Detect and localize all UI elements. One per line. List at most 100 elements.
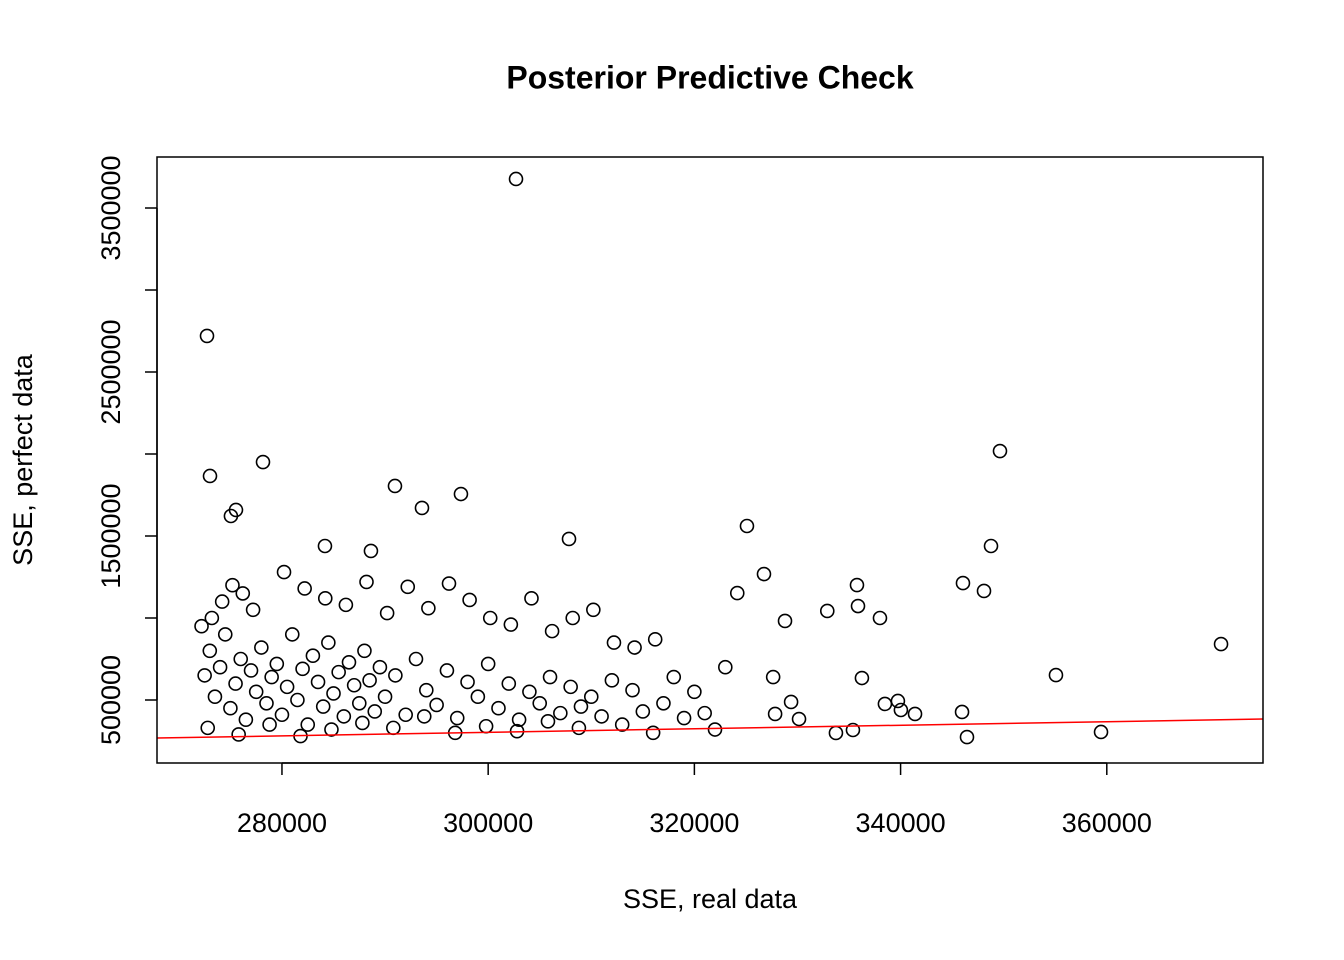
point xyxy=(540,714,556,729)
point xyxy=(791,711,807,727)
point xyxy=(676,710,692,726)
point xyxy=(687,684,702,700)
point xyxy=(849,577,865,593)
point xyxy=(524,591,539,606)
point xyxy=(645,725,661,741)
point xyxy=(326,686,341,701)
plot-area xyxy=(156,171,1264,745)
point xyxy=(297,581,312,596)
point xyxy=(890,693,906,709)
point xyxy=(522,684,537,700)
point xyxy=(233,651,249,667)
point xyxy=(202,468,218,484)
point xyxy=(460,674,475,690)
point xyxy=(254,640,269,655)
point xyxy=(300,717,316,732)
point xyxy=(583,689,599,705)
point xyxy=(346,677,362,693)
point xyxy=(214,594,230,609)
point xyxy=(647,632,663,647)
point xyxy=(429,697,444,713)
point xyxy=(336,709,352,724)
point xyxy=(372,659,388,675)
point xyxy=(729,585,745,601)
x-tick-label: 300000 xyxy=(443,808,533,838)
point xyxy=(197,668,212,683)
point xyxy=(305,648,321,664)
point xyxy=(511,712,527,727)
point xyxy=(245,602,261,618)
point xyxy=(959,729,975,745)
point xyxy=(777,613,793,629)
point xyxy=(586,602,601,618)
x-tick-label: 360000 xyxy=(1062,808,1152,838)
point xyxy=(338,597,354,613)
point xyxy=(416,709,432,724)
point xyxy=(571,720,587,736)
point xyxy=(765,669,781,685)
point xyxy=(718,659,733,675)
point xyxy=(262,717,277,732)
point xyxy=(542,669,558,685)
point xyxy=(274,707,290,723)
point xyxy=(419,682,434,698)
point xyxy=(561,531,577,547)
point xyxy=(532,695,548,711)
point xyxy=(707,722,723,737)
point xyxy=(231,727,246,742)
point xyxy=(235,586,251,601)
point xyxy=(819,603,835,619)
point xyxy=(627,640,642,655)
point xyxy=(1048,667,1064,683)
point xyxy=(357,643,372,659)
point xyxy=(470,689,486,705)
point xyxy=(1213,636,1229,652)
point xyxy=(441,576,457,591)
point xyxy=(1093,724,1109,740)
y-axis-label: SSE, perfect data xyxy=(8,353,38,566)
point xyxy=(501,676,517,691)
point xyxy=(217,627,233,642)
point xyxy=(310,674,326,690)
point xyxy=(228,676,243,691)
point xyxy=(756,566,772,582)
point xyxy=(351,695,367,711)
point xyxy=(388,668,403,683)
point xyxy=(243,663,259,678)
point xyxy=(635,704,651,719)
point xyxy=(983,538,999,554)
point xyxy=(400,579,416,595)
point xyxy=(739,518,755,534)
point xyxy=(290,692,305,708)
point xyxy=(207,689,223,705)
point xyxy=(269,656,285,672)
point xyxy=(553,705,568,721)
point xyxy=(563,679,578,695)
point xyxy=(462,592,477,608)
point xyxy=(893,702,909,718)
point xyxy=(194,618,209,634)
point xyxy=(544,623,560,639)
point xyxy=(656,695,671,711)
point xyxy=(321,635,336,650)
x-tick-label: 340000 xyxy=(856,808,946,838)
point xyxy=(482,610,498,626)
point xyxy=(276,564,292,580)
point xyxy=(614,717,630,732)
point xyxy=(204,610,220,626)
x-axis-label: SSE, real data xyxy=(623,884,798,914)
point xyxy=(228,502,244,518)
y-tick-label: 500000 xyxy=(96,655,126,745)
point xyxy=(408,651,424,667)
y-tick-label: 3500000 xyxy=(96,155,126,260)
point xyxy=(367,704,383,719)
point xyxy=(594,709,609,724)
point xyxy=(697,705,712,721)
point xyxy=(315,699,331,714)
point xyxy=(317,538,333,554)
point xyxy=(324,722,339,737)
point xyxy=(331,664,346,680)
x-tick-label: 280000 xyxy=(237,808,327,838)
